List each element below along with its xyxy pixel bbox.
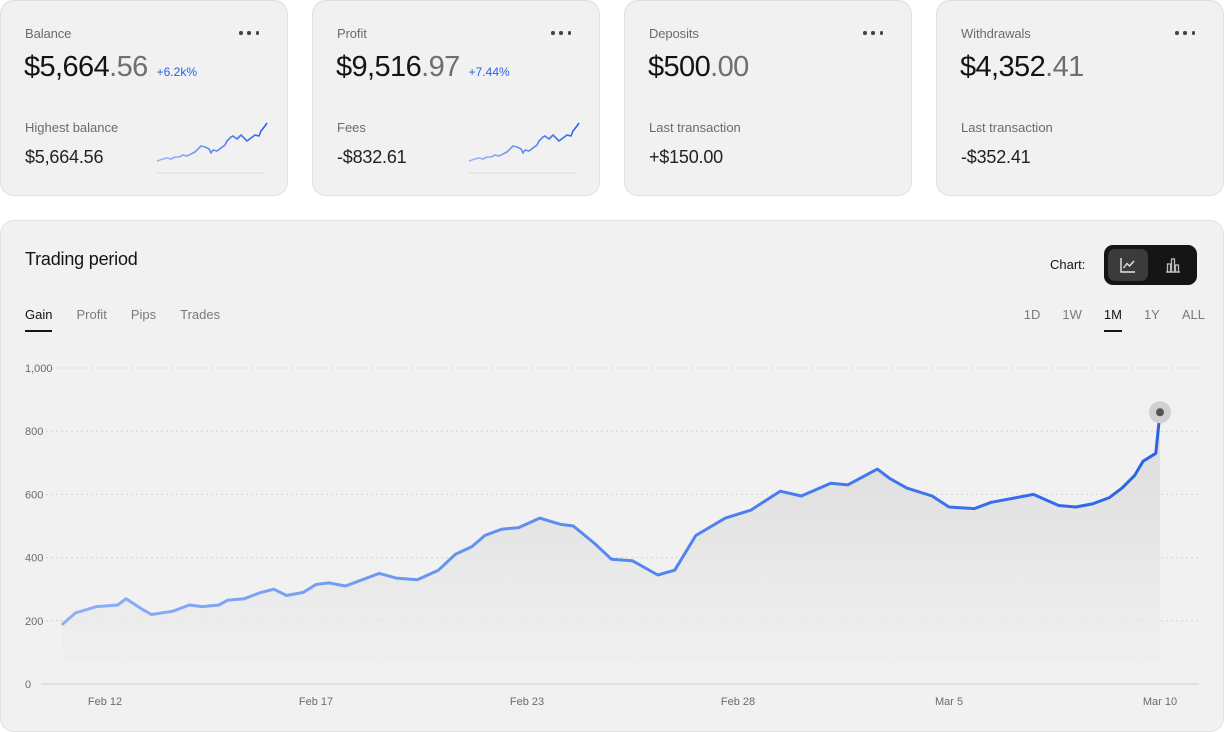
card-value-decimal: .56	[109, 51, 148, 83]
y-tick-label: 1,000	[25, 363, 53, 375]
sparkline-line	[468, 122, 580, 162]
change-badge: +6.2k%	[156, 65, 197, 79]
chart-type-toggle	[1104, 245, 1197, 285]
y-tick-label: 400	[25, 553, 43, 565]
card-label: Balance	[25, 26, 72, 41]
gain-chart: 0 200 400 600 800 1,000 Feb 12 Feb 17 Feb 23 Feb…	[25, 363, 1199, 708]
trading-period-panel: Trading period Chart: Gain Profit Pips T…	[0, 220, 1224, 732]
card-value-integer: $4,352	[960, 51, 1046, 83]
balance-sparkline	[156, 122, 268, 174]
chart-type-label: Chart:	[1050, 257, 1086, 272]
x-tick-label: Mar 5	[935, 696, 963, 708]
card-sub-label: Fees	[337, 120, 366, 135]
metric-tabs: Gain Profit Pips Trades	[25, 307, 220, 332]
card-value: $5,664.56 +6.2k%	[24, 51, 197, 84]
range-1y[interactable]: 1Y	[1143, 307, 1160, 322]
card-label: Deposits	[649, 26, 699, 41]
profit-card: Profit $9,516.97 +7.44% Fees -$832.61	[312, 0, 600, 196]
card-sub-value: $5,664.56	[25, 147, 104, 167]
card-value: $500.00	[648, 51, 749, 84]
bar-chart-icon	[1166, 258, 1180, 273]
change-badge: +7.44%	[468, 65, 510, 79]
card-value-integer: $9,516	[336, 51, 422, 83]
card-sub-value: +$150.00	[649, 147, 723, 167]
line-chart-icon	[1120, 258, 1135, 273]
sparkline-line	[156, 122, 268, 162]
card-label: Profit	[337, 26, 367, 41]
card-label: Withdrawals	[961, 26, 1031, 41]
more-options-icon[interactable]	[239, 27, 259, 39]
x-tick-label: Feb 28	[721, 696, 755, 708]
time-range-selector: 1D 1W 1M 1Y ALL	[1024, 307, 1205, 332]
card-value-decimal: .00	[710, 51, 749, 83]
card-sub-label: Highest balance	[25, 120, 119, 135]
card-sub-value: -$832.61	[337, 147, 407, 167]
x-tick-label: Mar 10	[1143, 696, 1177, 708]
card-value-integer: $500	[648, 51, 711, 83]
withdrawals-card: Withdrawals $4,352.41 Last transaction -…	[936, 0, 1224, 196]
panel-title: Trading period	[25, 249, 138, 269]
tab-trades[interactable]: Trades	[180, 307, 221, 322]
card-value-integer: $5,664	[24, 51, 110, 83]
profit-sparkline	[468, 122, 580, 174]
range-1m[interactable]: 1M	[1103, 307, 1122, 332]
card-value: $4,352.41	[960, 51, 1084, 84]
series-area	[62, 412, 1160, 662]
series-line	[61, 410, 1162, 626]
range-all[interactable]: ALL	[1181, 307, 1205, 322]
y-tick-label: 200	[25, 616, 43, 628]
more-options-icon[interactable]	[1175, 27, 1195, 39]
card-sub-label: Last transaction	[649, 120, 741, 135]
more-options-icon[interactable]	[863, 27, 883, 39]
card-value-decimal: .97	[421, 51, 460, 83]
range-1d[interactable]: 1D	[1023, 307, 1041, 322]
x-tick-label: Feb 17	[299, 696, 333, 708]
y-tick-label: 0	[25, 679, 31, 691]
x-tick-label: Feb 12	[88, 696, 122, 708]
card-sub-label: Last transaction	[961, 120, 1053, 135]
tab-gain[interactable]: Gain	[25, 307, 53, 332]
tab-pips[interactable]: Pips	[130, 307, 157, 322]
end-point-marker	[1156, 408, 1164, 417]
x-tick-label: Feb 23	[510, 696, 544, 708]
more-options-icon[interactable]	[551, 27, 571, 39]
y-tick-label: 800	[25, 426, 43, 438]
card-sub-value: -$352.41	[961, 147, 1031, 167]
tab-profit[interactable]: Profit	[76, 307, 107, 322]
card-value: $9,516.97 +7.44%	[336, 51, 510, 84]
balance-card: Balance $5,664.56 +6.2k% Highest balance …	[0, 0, 288, 196]
y-tick-label: 600	[25, 489, 43, 501]
range-1w[interactable]: 1W	[1062, 307, 1082, 322]
line-chart-button[interactable]	[1108, 249, 1148, 281]
card-value-decimal: .41	[1045, 51, 1084, 83]
deposits-card: Deposits $500.00 Last transaction +$150.…	[624, 0, 912, 196]
end-point-halo	[1149, 401, 1171, 424]
bar-chart-button[interactable]	[1153, 249, 1193, 281]
